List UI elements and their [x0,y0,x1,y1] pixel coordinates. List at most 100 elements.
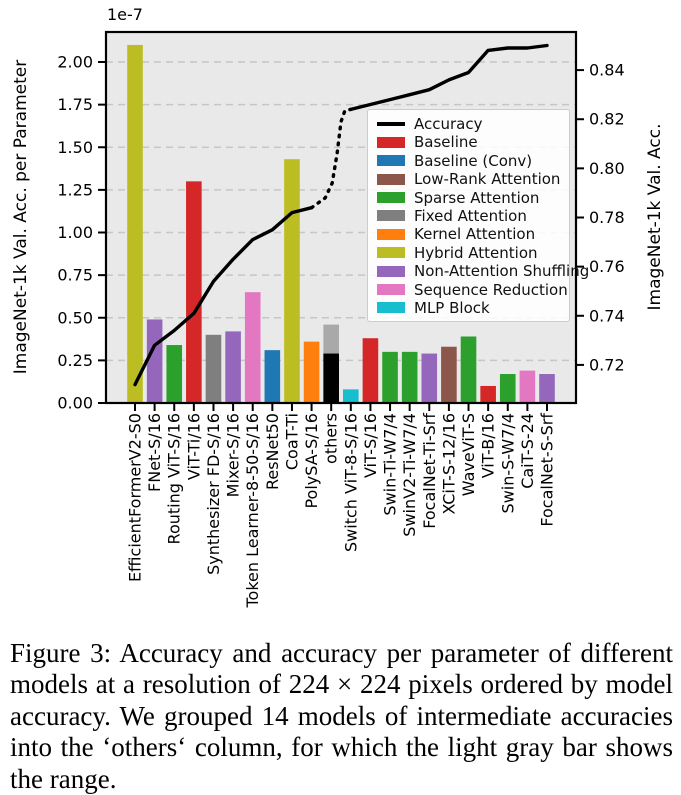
caption-line: into the ‘others‘ column, for which the … [10,732,673,763]
legend-item: Accuracy [377,115,563,133]
legend-label: Sequence Reduction [414,280,568,299]
legend-label: Accuracy [414,115,483,133]
right-tick-label: 0.76 [589,257,625,276]
accuracy-line-solid [133,205,314,387]
bar-EfficientFormerV2-S0 [127,44,143,403]
legend-item: Kernel Attention [377,225,563,243]
bar-Switch ViT-8-S/16 [343,389,359,403]
x-tick-label: FocalNet-Ti-Srf [420,413,439,529]
legend-label: Kernel Attention [414,225,536,244]
x-tick-label: CaiT-S-24 [518,413,537,489]
legend-color-patch [377,228,405,240]
right-tick-label: 0.78 [589,208,625,227]
x-tick-label: Token Learner-8-50-S/16 [243,413,262,609]
legend-item: Low-Rank Attention [377,170,563,188]
bar-ViT-S/16 [362,338,379,403]
bar-CaiT-S-24 [519,370,536,403]
right-axis-title: ImageNet-1k Val. Acc. [645,123,665,311]
legend-label: MLP Block [414,298,490,317]
caption-line: models at a resolution of 224 × 224 pixe… [10,669,673,700]
caption-line: Figure 3: Accuracy and accuracy per para… [10,638,673,668]
bar-FocalNet-Ti-Srf [421,353,438,403]
bar-ResNet50 [264,350,281,403]
legend-item: Hybrid Attention [377,244,563,262]
x-tick-label: Swin-Ti-W7/4 [381,413,400,516]
x-tick-label: Swin-S-W7/4 [498,413,517,513]
legend-color-patch [377,136,405,148]
legend-color-patch [377,302,405,314]
legend-item: Baseline (Conv) [377,152,563,170]
bar-FocalNet-S-Srf [539,374,555,403]
bar-CoaT-Ti [284,159,300,403]
legend-line-sample [377,122,405,126]
right-tick-label: 0.84 [589,61,625,80]
bar-ViT-B/16 [480,385,496,403]
left-axis-offset-label: 1e-7 [107,5,143,24]
x-tick-label: CoaT-Ti [282,413,301,470]
bar-others [323,353,339,403]
bar-Token Learner-8-50-S/16 [244,292,261,403]
legend-label: Baseline [414,133,478,152]
right-tick-label: 0.72 [589,355,625,374]
bar-WaveViT-S [460,336,477,403]
right-tick-label: 0.82 [589,110,625,129]
legend-color-patch [377,247,405,259]
left-tick-label: 1.25 [57,180,93,199]
x-tick-label: FNet-S/16 [145,413,164,492]
x-tick-label: ViT-Ti/16 [184,413,203,480]
left-tick-label: 1.75 [57,95,93,114]
left-tick-label: 0.75 [57,266,93,285]
right-tick-label: 0.74 [589,306,625,325]
legend-label: Non-Attention Shuffling [414,262,590,281]
legend-item: MLP Block [377,299,563,317]
legend-label: Fixed Attention [414,206,527,225]
x-tick-label: WaveViT-S [459,413,478,496]
legend-color-patch [377,192,405,204]
bar-FNet-S/16 [146,319,163,403]
legend-color-patch [377,210,405,222]
bar-SwinV2-Ti-W7/4 [401,351,418,403]
left-tick-label: 0.00 [57,394,93,413]
x-tick-label: EfficientFormerV2-S0 [126,413,145,582]
left-tick-label: 1.00 [57,223,93,242]
accuracy-line-solid [349,43,549,112]
left-tick-label: 0.25 [57,351,93,370]
left-tick-label: 2.00 [57,53,93,72]
legend-color-patch [377,173,405,185]
x-tick-label: FocalNet-S-Srf [538,413,557,527]
legend-label: Sparse Attention [414,188,540,207]
x-tick-label: ViT-S/16 [361,413,380,478]
legend-color-patch [377,265,405,277]
figure-caption: Figure 3: Accuracy and accuracy per para… [10,638,673,795]
legend-item: Fixed Attention [377,207,563,225]
accuracy-chart: 0.00 0.25 0.50 0.75 1.00 1.25 1.50 1.75 2.00 0.72… [57,30,625,609]
x-tick-label: XCiT-S-12/16 [439,413,458,515]
x-tick-label: PolySA-S/16 [302,413,321,509]
bar-Swin-S-W7/4 [499,374,516,403]
caption-line: accuracy. We grouped 14 models of interm… [10,700,673,731]
left-tick-label: 1.50 [57,138,93,157]
caption-line: the range. [10,763,117,794]
x-tick-label: Mixer-S/16 [224,413,243,497]
bar-Mixer-S/16 [225,331,241,403]
legend-item: Sequence Reduction [377,281,568,299]
bar-ViT-Ti/16 [186,181,202,403]
legend-label: Hybrid Attention [414,243,538,262]
bar-PolySA-S/16 [303,341,320,403]
x-tick-label: Switch ViT-8-S/16 [341,413,360,552]
accuracy-line-dotted [309,107,353,210]
x-tick-label: SwinV2-Ti-W7/4 [400,413,419,537]
x-tick-label: others [322,413,341,464]
legend: Accuracy Baseline Baseline (Conv) Low-Rank … [367,109,589,322]
legend-item: Non-Attention Shuffling [377,262,589,280]
x-tick-label: Routing ViT-S/16 [165,413,184,544]
bar-XCiT-S-12/16 [441,346,457,403]
x-tick-label: Synthesizer FD-S/16 [204,413,223,575]
x-tick-label: ViT-B/16 [479,413,498,478]
left-axis-title: ImageNet-1k Val. Acc. per Parameter [11,59,31,375]
legend-label: Baseline (Conv) [414,151,533,170]
x-tick-label: ResNet50 [263,413,282,490]
legend-item: Sparse Attention [377,189,563,207]
left-tick-label: 0.50 [57,308,93,327]
